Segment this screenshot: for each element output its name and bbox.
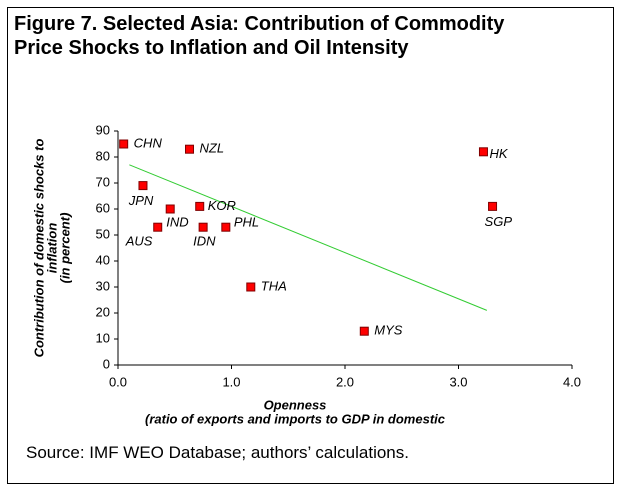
y-axis-label: (in percent): [57, 213, 72, 284]
y-tick-label: 70: [96, 174, 110, 189]
point: [195, 201, 205, 211]
point-label: MYS: [374, 323, 403, 338]
y-tick-label: 0: [103, 356, 110, 371]
x-tick-label: 3.0: [449, 374, 467, 389]
point-label: IND: [166, 214, 188, 229]
y-tick-label: 40: [96, 252, 110, 267]
x-tick-label: 4.0: [563, 374, 581, 389]
trend-line: [129, 164, 488, 311]
point-label: JPN: [128, 193, 154, 208]
point-label: THA: [261, 278, 287, 293]
point: [198, 222, 208, 232]
point-label: KOR: [208, 198, 236, 213]
point: [153, 222, 163, 232]
point: [246, 282, 256, 292]
point: [138, 181, 148, 191]
point: [359, 326, 369, 336]
point: [185, 144, 195, 154]
point: [165, 204, 175, 214]
point: [221, 222, 231, 232]
point-label: IDN: [193, 234, 216, 249]
figure-frame: [7, 7, 614, 484]
chart-title: Figure 7. Selected Asia: Contribution of…: [14, 13, 505, 59]
source-note: Source: IMF WEO Database; authors’ calcu…: [26, 443, 409, 462]
point-label: CHN: [134, 135, 163, 150]
point-label: PHL: [234, 215, 259, 230]
y-tick-label: 50: [96, 226, 110, 241]
x-axis-label: Openness: [264, 397, 327, 412]
y-tick-label: 60: [96, 200, 110, 215]
y-tick-label: 80: [96, 148, 110, 163]
x-tick-label: 0.0: [109, 374, 127, 389]
point-label: AUS: [125, 234, 153, 249]
y-tick-label: 10: [96, 330, 110, 345]
y-tick-label: 90: [96, 122, 110, 137]
point-label: NZL: [200, 141, 225, 156]
point-label: HK: [489, 146, 508, 161]
y-axis-label: Contribution of domestic shocks to: [31, 139, 46, 358]
x-axis-label: (ratio of exports and imports to GDP in …: [145, 411, 446, 426]
point: [478, 147, 488, 157]
y-tick-label: 20: [96, 304, 110, 319]
point-label: SGP: [485, 214, 513, 229]
x-tick-label: 1.0: [222, 374, 240, 389]
point: [488, 201, 498, 211]
x-tick-label: 2.0: [336, 374, 354, 389]
y-tick-label: 30: [96, 278, 110, 293]
point: [119, 139, 129, 149]
y-axis-label: inflation: [44, 223, 59, 274]
